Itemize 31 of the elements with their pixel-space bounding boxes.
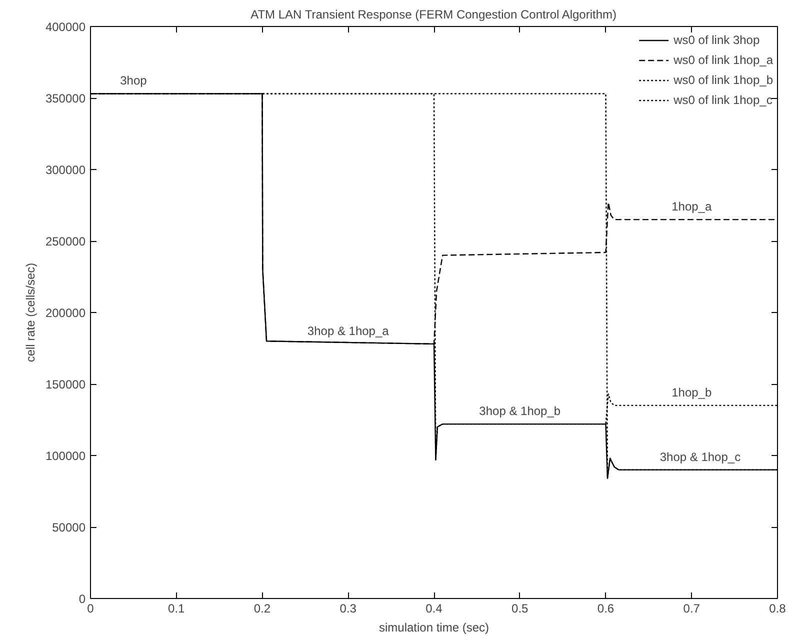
- legend-label: ws0 of link 1hop_b: [674, 73, 773, 87]
- y-tick-label: 100000: [45, 449, 86, 463]
- x-axis-title: simulation time (sec): [378, 620, 490, 634]
- annotation: 3hop: [120, 74, 148, 88]
- y-tick-label: 50000: [52, 520, 86, 534]
- y-tick-label: 0: [78, 592, 86, 606]
- y-tick-label: 250000: [45, 234, 86, 248]
- annotation: 3hop & 1hop_a: [307, 324, 390, 338]
- chart-title: ATM LAN Transient Response (FERM Congestion Control Algorithm): [250, 8, 617, 22]
- y-tick-label: 400000: [45, 20, 86, 34]
- legend-label: ws0 of link 3hop: [674, 33, 760, 47]
- annotation: 1hop_a: [672, 200, 712, 214]
- x-tick-label: 0.6: [597, 602, 614, 616]
- x-tick-label: 0.1: [168, 602, 186, 616]
- annotation: 3hop & 1hop_b: [479, 404, 561, 418]
- y-tick-label: 150000: [45, 378, 86, 392]
- x-tick-label: 0.8: [769, 602, 786, 616]
- y-tick-label: 350000: [45, 92, 86, 106]
- annotation: 1hop_b: [672, 385, 712, 400]
- x-tick-label: 0: [87, 602, 94, 616]
- x-tick-label: 0.5: [512, 602, 529, 616]
- x-tick-label: 0.7: [683, 602, 700, 616]
- y-axis-title: cell rate (cells/sec): [23, 262, 38, 362]
- x-tick-label: 0.3: [340, 602, 357, 616]
- x-tick-label: 0.4: [426, 602, 443, 616]
- y-tick-label: 200000: [45, 306, 86, 320]
- legend-label: ws0 of link 1hop_c: [674, 93, 772, 107]
- annotation: 3hop & 1hop_c: [660, 450, 741, 464]
- legend-label: ws0 of link 1hop_a: [674, 53, 773, 67]
- y-tick-label: 300000: [45, 163, 86, 177]
- x-tick-label: 0.2: [254, 602, 271, 616]
